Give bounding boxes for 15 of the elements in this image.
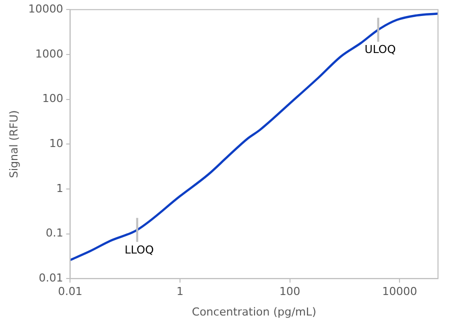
annotation: ULOQ <box>364 43 396 56</box>
y-tick-label: 10000 <box>28 2 64 16</box>
x-tick-label: 0.01 <box>58 285 82 298</box>
annotation: LLOQ <box>124 243 154 256</box>
x-tick-label: 1 <box>176 285 184 298</box>
x-tick-label: 10000 <box>382 285 418 298</box>
y-tick-label: 10 <box>49 136 64 150</box>
y-tick-label: 100 <box>42 92 64 106</box>
y-tick-label: 1 <box>56 182 64 195</box>
x-tick-label: 100 <box>279 285 300 298</box>
x-axis-title: Concentration (pg/mL) <box>192 305 316 318</box>
y-tick-label: 0.1 <box>46 226 64 240</box>
y-axis-title: Signal (RFU) <box>7 110 20 178</box>
y-tick-label: 0.01 <box>38 271 64 284</box>
y-tick-label: 1000 <box>35 47 64 60</box>
